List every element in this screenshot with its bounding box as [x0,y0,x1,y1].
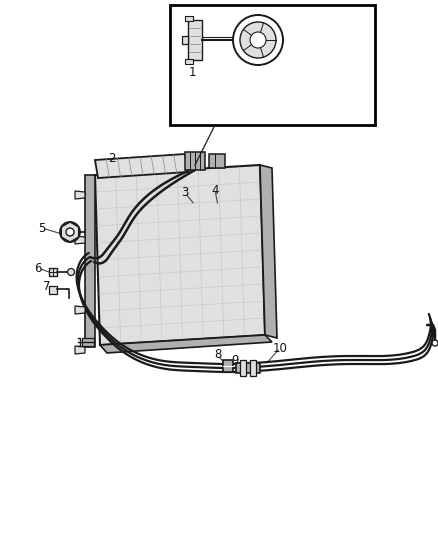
Text: 10: 10 [272,342,287,354]
Text: 2: 2 [108,151,116,165]
Bar [185,152,205,170]
Bar [182,36,188,44]
Bar [250,360,256,376]
Bar [185,59,193,64]
Text: 8: 8 [214,349,222,361]
Bar [236,363,260,373]
Bar [170,5,375,125]
Bar [185,16,193,21]
Circle shape [432,340,438,346]
Polygon shape [75,236,85,244]
Polygon shape [75,191,85,199]
Text: 6: 6 [34,262,42,274]
Bar [49,268,57,276]
Circle shape [66,228,74,236]
Text: 5: 5 [38,222,46,235]
Text: 7: 7 [43,280,51,294]
Bar [85,175,95,347]
Polygon shape [260,165,277,338]
Circle shape [67,269,74,276]
Circle shape [250,32,266,48]
Text: 9: 9 [231,353,239,367]
Bar [82,338,94,346]
Polygon shape [75,306,85,314]
Circle shape [60,222,80,242]
Bar [188,20,202,60]
Bar [209,154,225,168]
Polygon shape [95,165,265,345]
Polygon shape [75,346,85,354]
Polygon shape [95,154,188,178]
Bar [223,360,233,372]
Text: 1: 1 [188,66,196,78]
Circle shape [233,15,283,65]
Bar [49,286,57,294]
Text: 4: 4 [211,183,219,197]
Bar [240,360,246,376]
Polygon shape [100,335,272,353]
Text: 3: 3 [181,187,189,199]
Circle shape [240,22,276,58]
